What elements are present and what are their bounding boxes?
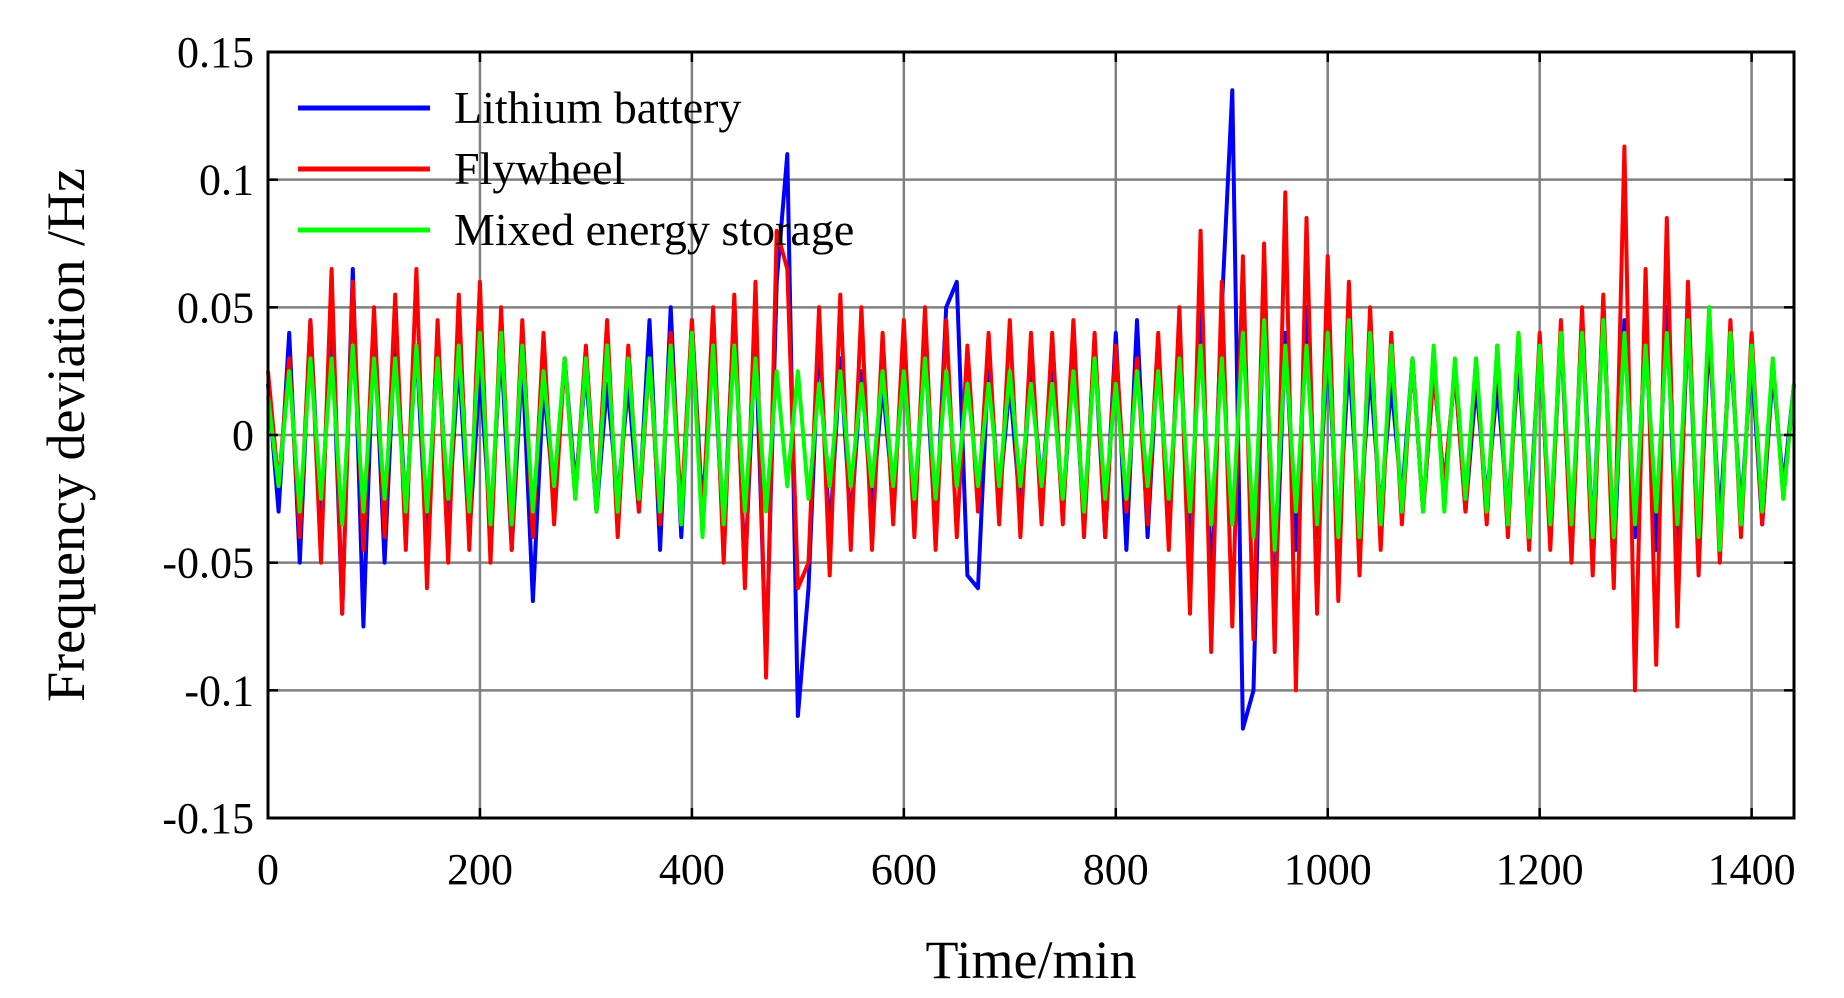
y-axis-label: Frequency deviation /Hz bbox=[36, 168, 96, 702]
legend-label: Lithium battery bbox=[454, 82, 741, 133]
y-tick-label: 0.05 bbox=[177, 283, 254, 332]
tick-layer: 0 200 400 600 800 1000 1200 14000.150.10.050-0.… bbox=[162, 28, 1795, 894]
y-tick-label: -0.1 bbox=[184, 666, 254, 715]
legend: Lithium battery Flywheel Mixed energy stor… bbox=[298, 82, 854, 255]
series-line-mixed-energy-storage bbox=[266, 305, 1796, 552]
y-tick-label: 0.1 bbox=[199, 156, 254, 205]
series-line-flywheel bbox=[266, 144, 1796, 693]
x-axis-label: Time/min bbox=[925, 930, 1136, 990]
series-layer bbox=[266, 88, 1796, 731]
y-tick-label: 0.15 bbox=[177, 28, 254, 77]
x-tick-label: 200 bbox=[447, 845, 513, 894]
x-tick-label: 1000 bbox=[1284, 845, 1372, 894]
legend-label: Flywheel bbox=[454, 143, 625, 194]
y-tick-label: -0.15 bbox=[162, 794, 254, 843]
x-tick-label: 1400 bbox=[1708, 845, 1796, 894]
y-tick-label: -0.05 bbox=[162, 539, 254, 588]
x-tick-label: 1200 bbox=[1496, 845, 1584, 894]
y-tick-label: 0 bbox=[232, 411, 254, 460]
x-tick-label: 600 bbox=[871, 845, 937, 894]
legend-label: Mixed energy storage bbox=[454, 204, 854, 255]
x-tick-label: 400 bbox=[659, 845, 725, 894]
x-tick-label: 0 bbox=[257, 845, 279, 894]
x-tick-label: 800 bbox=[1083, 845, 1149, 894]
